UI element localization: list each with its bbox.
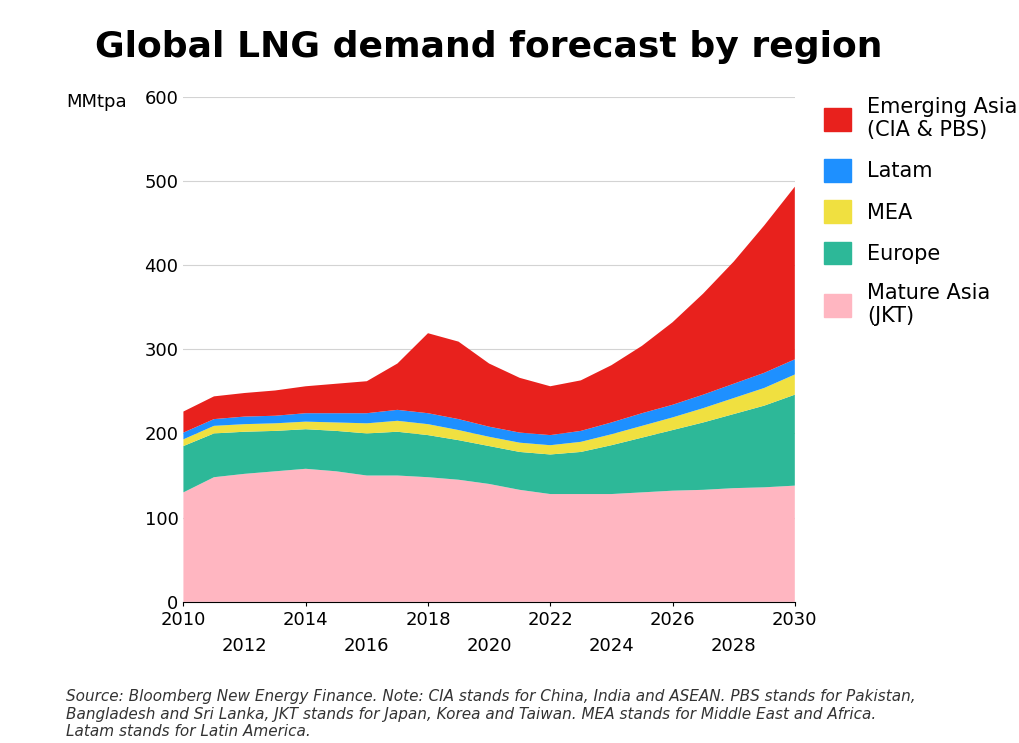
Text: Global LNG demand forecast by region: Global LNG demand forecast by region xyxy=(96,30,882,64)
Legend: Emerging Asia
(CIA & PBS), Latam, MEA, Europe, Mature Asia
(JKT): Emerging Asia (CIA & PBS), Latam, MEA, E… xyxy=(823,97,1018,326)
Text: MMtpa: MMtpa xyxy=(66,93,126,111)
Text: Source: Bloomberg New Energy Finance. Note: CIA stands for China, India and ASEA: Source: Bloomberg New Energy Finance. No… xyxy=(66,690,916,739)
